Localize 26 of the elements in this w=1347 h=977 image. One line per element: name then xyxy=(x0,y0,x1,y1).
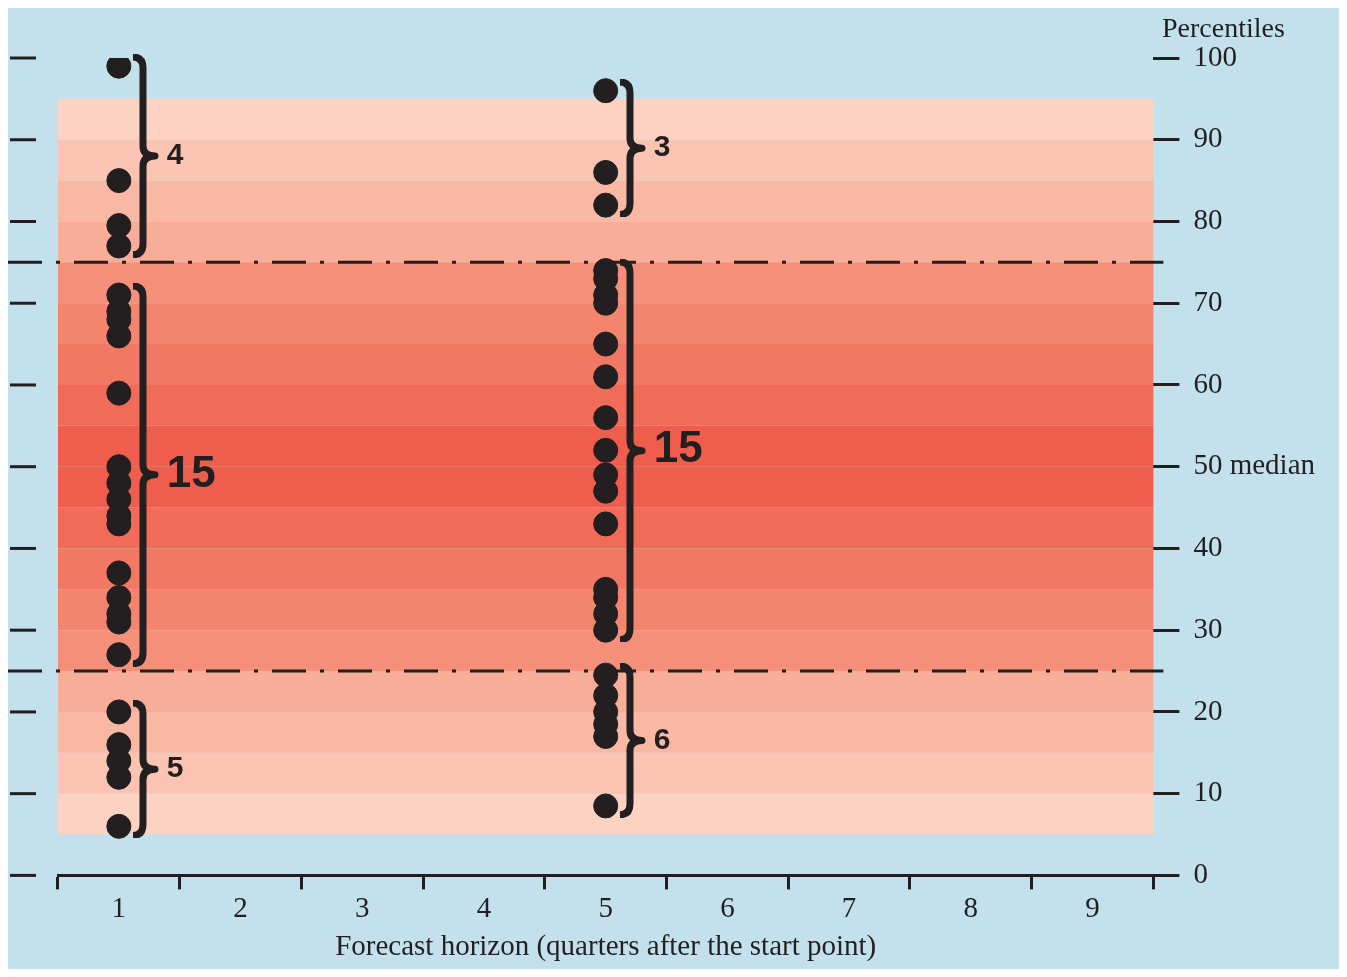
x-tick-label: 2 xyxy=(233,891,248,924)
y-tick-label: 60 xyxy=(1193,366,1223,399)
x-axis-title: Forecast horizon (quarters after the start point) xyxy=(335,929,877,963)
annotation: 6 xyxy=(653,721,671,755)
annotation: 15 xyxy=(653,422,703,472)
annotation: 5 xyxy=(166,750,184,784)
y-tick-label: 90 xyxy=(1193,121,1223,154)
x-tick-label: 6 xyxy=(720,891,735,924)
y-tick-label: 10 xyxy=(1193,775,1223,808)
y-tick-label: 0 xyxy=(1193,857,1208,890)
y-tick-label: 50 median xyxy=(1193,448,1316,481)
x-tick-label: 3 xyxy=(355,891,370,924)
annotation: 4 xyxy=(166,137,184,171)
y-tick-label: 70 xyxy=(1193,284,1223,317)
y-tick-label: 30 xyxy=(1193,611,1223,644)
x-tick-label: 1 xyxy=(111,891,127,924)
y-tick-label: 40 xyxy=(1193,530,1223,563)
y-tick-label: 20 xyxy=(1193,693,1223,726)
annotation: 3 xyxy=(653,129,671,163)
x-tick-label: 5 xyxy=(598,891,613,924)
x-tick-label: 9 xyxy=(1085,891,1100,924)
x-tick-label: 4 xyxy=(476,891,492,924)
y-tick-label: 80 xyxy=(1193,203,1223,236)
x-tick-label: 7 xyxy=(841,891,857,924)
x-tick-label: 8 xyxy=(963,891,979,924)
annotation: 15 xyxy=(166,447,216,497)
